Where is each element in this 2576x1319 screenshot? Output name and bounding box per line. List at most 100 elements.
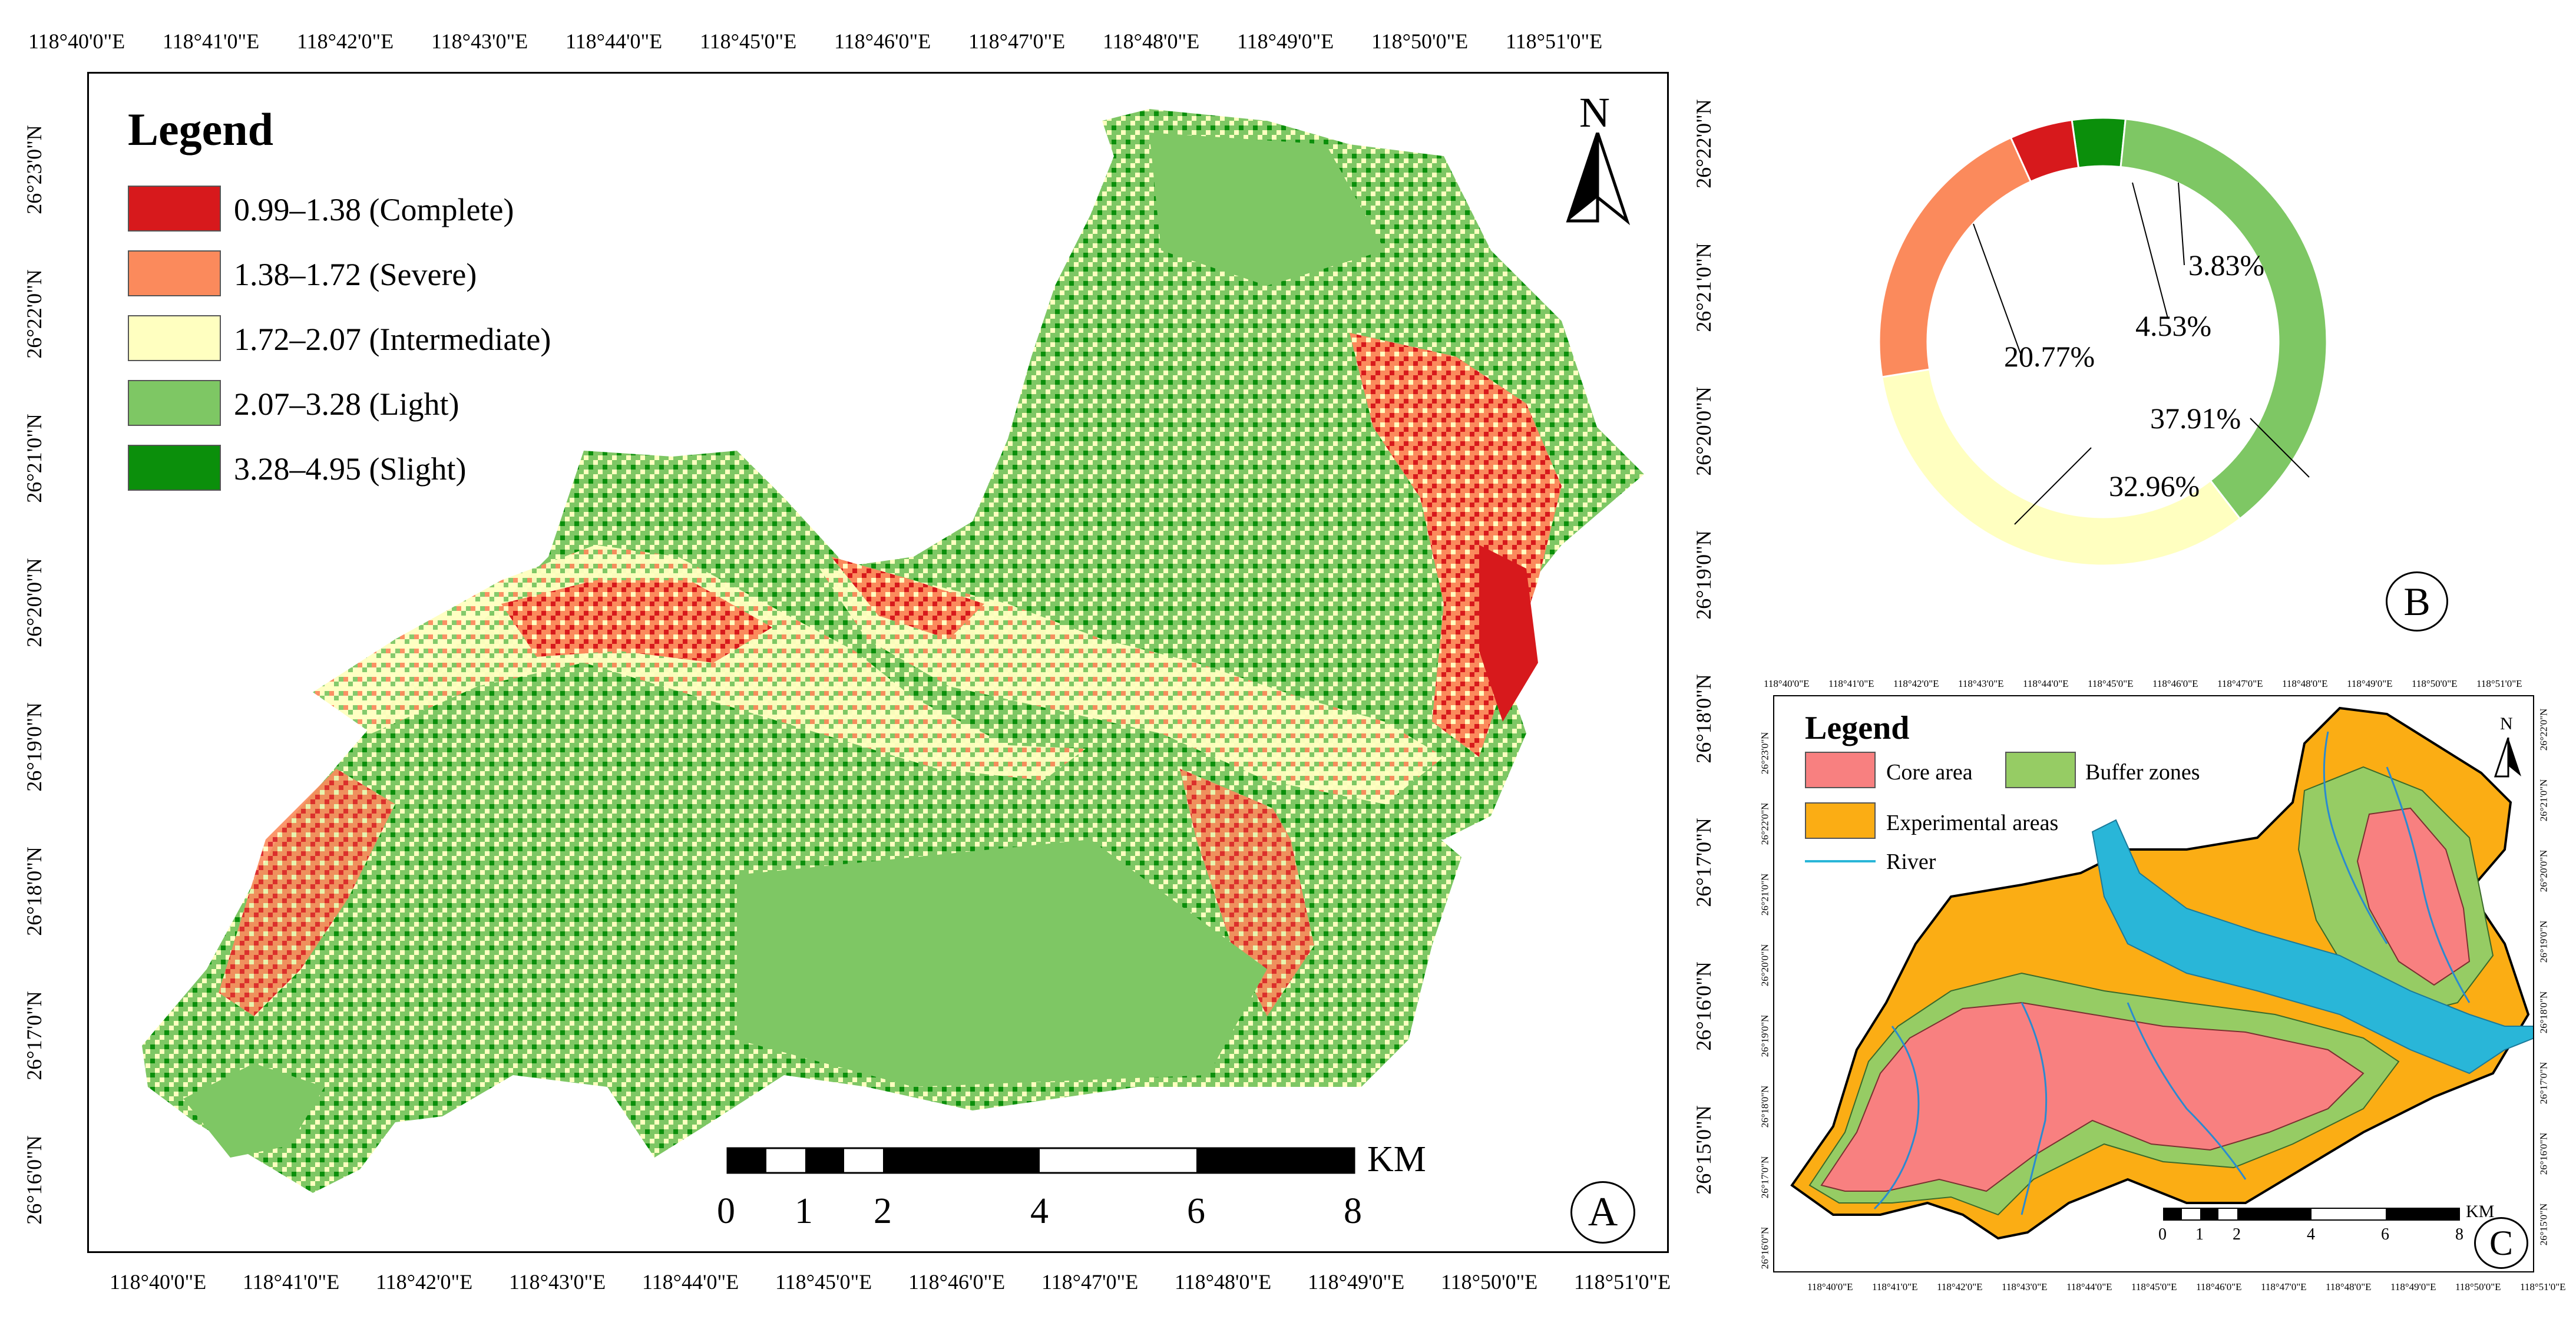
scale-tick-label: 4 <box>1030 1191 1049 1231</box>
leader-line-3 <box>2178 182 2185 266</box>
scale-tick-label: 6 <box>2381 1225 2389 1244</box>
panel-a-label: A <box>1570 1181 1635 1244</box>
scale-tick-label: 1 <box>2195 1225 2204 1244</box>
legend-label: Experimental areas <box>1886 811 2059 835</box>
legend-swatch <box>128 315 221 361</box>
legend-label: 3.28–4.95 (Slight) <box>234 451 467 487</box>
lat-label-left: 26°19'0"N <box>22 702 46 792</box>
lat-label-left: 26°22'0"N <box>22 269 46 359</box>
legend-label: River <box>1886 849 1936 874</box>
lat-label-left: 26°22'0"N <box>1759 802 1771 845</box>
lon-label-top: 118°50'0"E <box>1371 29 1469 53</box>
lon-label-top: 118°51'0"E <box>2476 678 2522 689</box>
lat-label-right: 26°16'0"N <box>2538 1132 2549 1175</box>
scale-tick-label: 0 <box>2158 1225 2167 1244</box>
lon-label-bottom: 118°49'0"E <box>1308 1270 1405 1294</box>
lon-label-bottom: 118°44'0"E <box>642 1270 739 1294</box>
lon-label-top: 118°41'0"E <box>1828 678 1874 689</box>
panel-b-label: B <box>2386 571 2448 632</box>
lon-label-bottom: 118°45'0"E <box>2131 1281 2177 1292</box>
panel-b-donut-chart <box>1878 117 2328 567</box>
lon-label-top: 118°50'0"E <box>2412 678 2458 689</box>
protection-zones-map <box>1790 706 2533 1240</box>
legend-swatch <box>1805 752 1876 788</box>
legend-label: Core area <box>1886 760 1973 785</box>
legend-river-line <box>1805 860 1876 862</box>
leader-line-32 <box>2014 447 2092 525</box>
legend-swatch <box>1805 802 1876 839</box>
zone-core-west <box>1820 1001 2365 1192</box>
legend-label: Buffer zones <box>2085 760 2200 785</box>
panel-a-scale-bar <box>726 1147 1355 1174</box>
legend-swatch <box>128 380 221 426</box>
panel-c-scale-unit: KM <box>2466 1202 2495 1221</box>
scale-tick-label: 2 <box>2233 1225 2241 1244</box>
panel-c-legend-title: Legend <box>1805 710 1910 746</box>
lon-label-bottom: 118°48'0"E <box>1175 1270 1272 1294</box>
lon-label-top: 118°41'0"E <box>163 29 260 53</box>
lon-label-bottom: 118°40'0"E <box>1807 1281 1853 1292</box>
lon-label-bottom: 118°42'0"E <box>376 1270 473 1294</box>
lat-label-right: 26°22'0"N <box>1692 99 1715 189</box>
donut-percent-label: 4.53% <box>2135 309 2212 342</box>
lat-label-right: 26°15'0"N <box>1692 1105 1715 1195</box>
donut-percent-label: 32.96% <box>2109 470 2200 503</box>
lon-label-top: 118°44'0"E <box>2023 678 2069 689</box>
lon-label-top: 118°46'0"E <box>2152 678 2198 689</box>
lon-label-top: 118°45'0"E <box>2088 678 2134 689</box>
lon-label-bottom: 118°46'0"E <box>908 1270 1006 1294</box>
lon-label-top: 118°45'0"E <box>700 29 797 53</box>
legend-label: 1.38–1.72 (Severe) <box>234 257 477 292</box>
leader-line-4 <box>2132 182 2168 319</box>
lat-label-left: 26°16'0"N <box>1759 1227 1771 1270</box>
lat-label-left: 26°23'0"N <box>1759 732 1771 775</box>
scale-tick-label: 6 <box>1187 1191 1205 1231</box>
lon-label-bottom: 118°51'0"E <box>1574 1270 1671 1294</box>
lat-label-right: 26°20'0"N <box>1692 386 1715 476</box>
lon-label-top: 118°40'0"E <box>1764 678 1810 689</box>
lon-label-top: 118°43'0"E <box>1958 678 2004 689</box>
donut-slice <box>2009 119 2080 183</box>
scale-tick-label: 1 <box>795 1191 813 1231</box>
lon-label-bottom: 118°45'0"E <box>775 1270 872 1294</box>
lon-label-bottom: 118°50'0"E <box>1441 1270 1538 1294</box>
lon-label-bottom: 118°46'0"E <box>2196 1281 2242 1292</box>
lon-label-bottom: 118°48'0"E <box>2326 1281 2372 1292</box>
lon-label-bottom: 118°47'0"E <box>1041 1270 1139 1294</box>
lat-label-left: 26°20'0"N <box>22 558 46 647</box>
lon-label-top: 118°40'0"E <box>28 29 125 53</box>
lat-label-right: 26°15'0"N <box>2538 1203 2549 1246</box>
lat-label-right: 26°20'0"N <box>2538 849 2549 892</box>
lat-label-right: 26°18'0"N <box>2538 991 2549 1034</box>
lat-label-left: 26°19'0"N <box>1759 1014 1771 1057</box>
degradation-raster-map <box>142 109 1644 1193</box>
lon-label-bottom: 118°41'0"E <box>243 1270 340 1294</box>
scale-tick-label: 4 <box>2307 1225 2315 1244</box>
lat-label-left: 26°17'0"N <box>1759 1156 1771 1199</box>
lon-label-bottom: 118°50'0"E <box>2455 1281 2501 1292</box>
donut-slice <box>2119 118 2328 520</box>
lat-label-right: 26°16'0"N <box>1692 961 1715 1051</box>
lat-label-right: 26°18'0"N <box>1692 674 1715 763</box>
lon-label-top: 118°43'0"E <box>431 29 528 53</box>
leader-line-20 <box>1973 223 2021 354</box>
panel-a-scale-unit: KM <box>1367 1139 1426 1179</box>
lon-label-top: 118°48'0"E <box>2282 678 2328 689</box>
leader-line-37 <box>2250 418 2310 478</box>
lat-label-right: 26°17'0"N <box>2538 1062 2549 1105</box>
lat-label-left: 26°20'0"N <box>1759 944 1771 987</box>
lat-label-left: 26°23'0"N <box>22 125 46 214</box>
panel-a-map-frame: Legend 0.99–1.38 (Complete) 1.38–1.72 (Se… <box>87 72 1669 1253</box>
panel-c-north-letter: N <box>2500 714 2513 733</box>
scale-tick-label: 0 <box>717 1191 735 1231</box>
scale-tick-label: 2 <box>874 1191 892 1231</box>
lon-label-bottom: 118°43'0"E <box>509 1270 606 1294</box>
legend-swatch <box>128 445 221 491</box>
lat-label-right: 26°19'0"N <box>2538 920 2549 963</box>
lon-label-top: 118°47'0"E <box>968 29 1066 53</box>
panel-c-label: C <box>2474 1217 2528 1269</box>
lon-label-bottom: 118°49'0"E <box>2390 1281 2436 1292</box>
lat-label-left: 26°16'0"N <box>22 1135 46 1225</box>
lat-label-left: 26°18'0"N <box>1759 1085 1771 1128</box>
scale-tick-label: 8 <box>1344 1191 1362 1231</box>
